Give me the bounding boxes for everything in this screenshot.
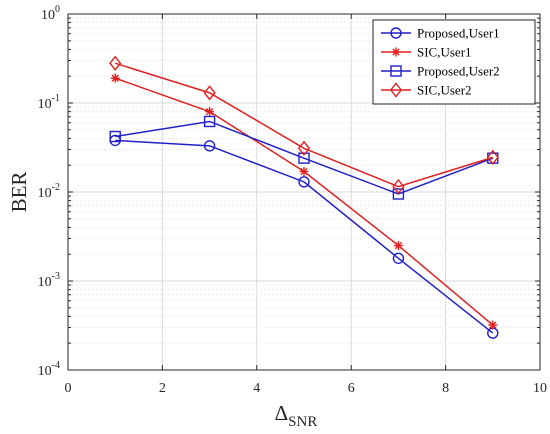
x-tick-label: 8 (442, 381, 449, 396)
data-point (488, 320, 498, 330)
star-stroke (300, 167, 308, 176)
data-point (203, 85, 216, 101)
data-point (392, 178, 405, 195)
legend: Proposed,User1 SIC,User1 Proposed,User2 SIC… (372, 19, 536, 105)
data-point (393, 241, 403, 251)
legend-marker (390, 27, 402, 39)
series (109, 55, 499, 339)
y-tick-label: 10-1 (38, 93, 60, 112)
data-point (486, 149, 499, 165)
data-point (109, 130, 121, 143)
data-point (298, 176, 310, 188)
legend-marker (390, 65, 402, 77)
legend-marker (391, 47, 401, 57)
series-line (115, 139, 494, 334)
data-point (205, 107, 215, 117)
series-line (115, 120, 494, 195)
star-stroke (111, 74, 119, 82)
series-4 (109, 55, 499, 195)
star-stroke (205, 107, 214, 116)
x-tick-label: 0 (65, 381, 72, 396)
x-axis-label: ΔSNR (275, 401, 318, 430)
legend-label: Proposed,User1 (417, 26, 500, 41)
legend-entry: SIC,User1 (381, 45, 472, 60)
x-tick-label: 4 (253, 381, 260, 396)
series-2 (110, 73, 498, 330)
x-tick-label: 10 (533, 381, 547, 396)
y-tick-label: 10-2 (38, 182, 60, 201)
x-tick-label: 2 (159, 381, 166, 396)
data-point (203, 140, 216, 152)
ticks: 0 2 4 6 8 10 10-4 10-3 10-2 10-1 100 (38, 4, 547, 396)
data-point (203, 115, 216, 128)
legend-label: SIC,User2 (417, 83, 472, 98)
x-axis-label-subscript: SNR (288, 414, 317, 430)
data-point (299, 166, 309, 176)
data-point (392, 252, 405, 264)
data-point (110, 73, 120, 83)
legend-entry: SIC,User2 (381, 82, 472, 98)
y-tick-label: 10-4 (38, 360, 60, 379)
legend-label: Proposed,User2 (417, 64, 500, 79)
data-point (297, 140, 311, 156)
x-axis-label-main: Δ (275, 401, 289, 425)
y-tick-label: 10-3 (38, 271, 60, 290)
series-line (114, 62, 494, 188)
star-stroke (394, 241, 403, 250)
legend-entry: Proposed,User1 (381, 26, 500, 41)
x-tick-label: 6 (348, 381, 355, 396)
y-tick-label: 100 (41, 4, 60, 23)
star-stroke (392, 48, 400, 56)
legend-entry: Proposed,User2 (381, 64, 500, 79)
data-point (392, 188, 405, 200)
data-point (109, 55, 122, 71)
data-point (298, 152, 310, 164)
y-axis-label: BER (7, 172, 31, 213)
legend-label: SIC,User1 (417, 45, 472, 60)
star-stroke (489, 321, 497, 329)
legend-marker (389, 82, 403, 98)
